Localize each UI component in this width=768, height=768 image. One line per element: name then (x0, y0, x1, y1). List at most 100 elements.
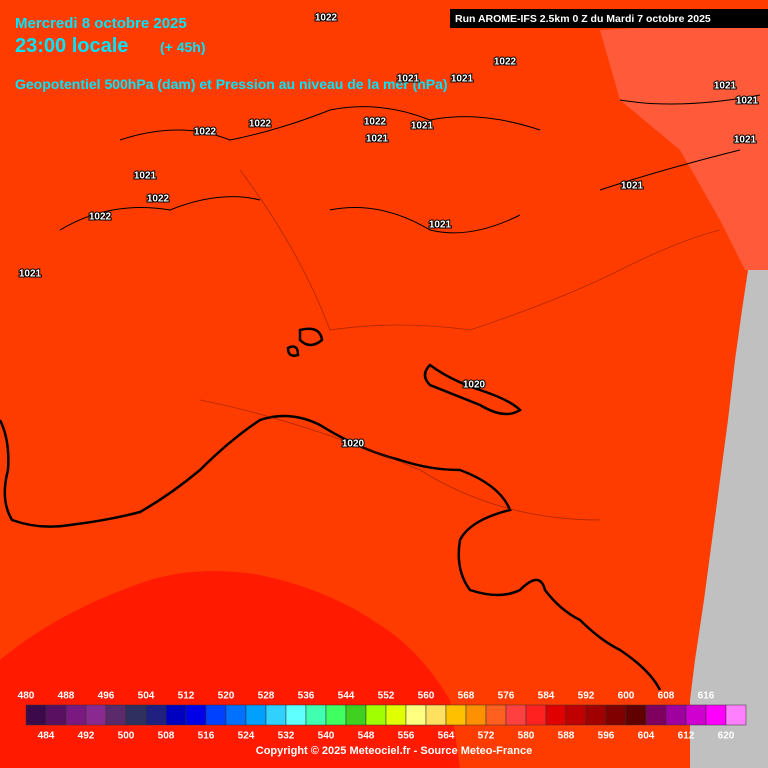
date: Mercredi 8 octobre 2025 (15, 15, 187, 32)
legend-label: 528 (258, 691, 275, 702)
legend-label: 596 (598, 731, 615, 742)
legend-label: 608 (658, 691, 675, 702)
legend-label: 532 (278, 731, 295, 742)
isobar-label: 1022 (315, 13, 338, 24)
legend-label: 568 (458, 691, 475, 702)
high-pressure-zone (600, 20, 768, 270)
legend-swatch (225, 704, 247, 726)
legend-swatch (625, 704, 647, 726)
legend-label: 548 (358, 731, 375, 742)
legend-label: 540 (318, 731, 335, 742)
isobar-label: 1022 (147, 194, 170, 205)
legend-label: 560 (418, 691, 435, 702)
isobar-label: 1021 (621, 181, 644, 192)
isobar-labels: 1022 1022 1021 1021 1021 1021 1022 1022 1022 1021… (18, 12, 760, 451)
legend-swatch (185, 704, 207, 726)
legend-swatch (345, 704, 367, 726)
legend-label: 516 (198, 731, 215, 742)
legend-swatch (245, 704, 267, 726)
isobar-small (286, 327, 324, 357)
legend-label: 492 (78, 731, 95, 742)
border-lines (199, 169, 721, 521)
isobar-label: 1022 (249, 119, 272, 130)
legend-label: 544 (338, 691, 355, 702)
legend-swatch (25, 704, 47, 726)
isobar-1020-closed (423, 363, 522, 416)
legend-swatch (385, 704, 407, 726)
legend-swatch (725, 704, 747, 726)
isobar-label: 1022 (89, 212, 112, 223)
isobars (0, 327, 662, 691)
legend-swatch (465, 704, 487, 726)
legend-label: 488 (58, 691, 75, 702)
legend-swatch (485, 704, 507, 726)
isobar-label: 1020 (463, 380, 486, 391)
legend-swatch (105, 704, 127, 726)
legend-swatch (425, 704, 447, 726)
legend-swatch (165, 704, 187, 726)
legend-swatch (65, 704, 87, 726)
isobar-label: 1021 (366, 134, 389, 145)
borders (199, 169, 721, 521)
legend-label: 504 (138, 691, 155, 702)
field-title: Geopotentiel 500hPa (dam) et Pression au… (15, 76, 448, 92)
legend-swatch (325, 704, 347, 726)
legend-swatch (85, 704, 107, 726)
legend-label: 556 (398, 731, 415, 742)
time: 23:00 locale (15, 35, 128, 57)
isobar-label: 1022 (194, 127, 217, 138)
isobar-label: 1021 (19, 269, 42, 280)
legend-swatch (585, 704, 607, 726)
isobar-label: 1021 (736, 96, 759, 107)
legend-label: 588 (558, 731, 575, 742)
lead-time: (+ 45h) (160, 39, 206, 55)
legend-label: 604 (638, 731, 655, 742)
legend-label: 616 (698, 691, 715, 702)
run-box (450, 9, 768, 28)
outside-domain (690, 270, 768, 768)
legend-swatch (125, 704, 147, 726)
copyright: Copyright © 2025 Meteociel.fr - Source M… (256, 745, 532, 757)
legend-label: 508 (158, 731, 175, 742)
isobar-label: 1021 (714, 81, 737, 92)
legend-swatch (205, 704, 227, 726)
legend-label: 580 (518, 731, 535, 742)
legend-label: 512 (178, 691, 195, 702)
legend-swatch (365, 704, 387, 726)
legend-label: 592 (578, 691, 595, 702)
legend-swatch (685, 704, 707, 726)
run-info: Run AROME-IFS 2.5km 0 Z du Mardi 7 octob… (455, 13, 711, 25)
isobar-label: 1022 (494, 57, 517, 68)
legend-swatch (645, 704, 667, 726)
legend-label: 552 (378, 691, 395, 702)
legend-swatch (285, 704, 307, 726)
legend-label: 500 (118, 731, 135, 742)
isobar-label: 1021 (429, 220, 452, 231)
legend-swatch (705, 704, 727, 726)
legend-label: 496 (98, 691, 115, 702)
isobar-1020 (0, 414, 662, 691)
legend-swatch (265, 704, 287, 726)
legend-swatch (545, 704, 567, 726)
legend-swatch (505, 704, 527, 726)
legend-swatch (445, 704, 467, 726)
legend-swatch (565, 704, 587, 726)
legend-label: 524 (238, 731, 255, 742)
legend-swatch (525, 704, 547, 726)
legend-label: 576 (498, 691, 515, 702)
legend-swatch (405, 704, 427, 726)
legend-label: 584 (538, 691, 555, 702)
legend-label: 520 (218, 691, 235, 702)
legend: 480 488 496 504 512 520 528 536 544 552 560 568 576 5… (18, 691, 747, 742)
isobars-north (59, 94, 761, 234)
isobar-label: 1021 (734, 135, 757, 146)
legend-swatch (45, 704, 67, 726)
legend-label: 480 (18, 691, 35, 702)
legend-label: 536 (298, 691, 315, 702)
isobar-lines (59, 94, 761, 234)
legend-swatch (605, 704, 627, 726)
isobar-label: 1021 (397, 74, 420, 85)
isobar-label: 1021 (451, 74, 474, 85)
legend-label: 600 (618, 691, 635, 702)
